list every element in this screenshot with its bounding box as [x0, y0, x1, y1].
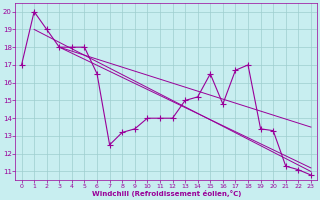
X-axis label: Windchill (Refroidissement éolien,°C): Windchill (Refroidissement éolien,°C)	[92, 190, 241, 197]
